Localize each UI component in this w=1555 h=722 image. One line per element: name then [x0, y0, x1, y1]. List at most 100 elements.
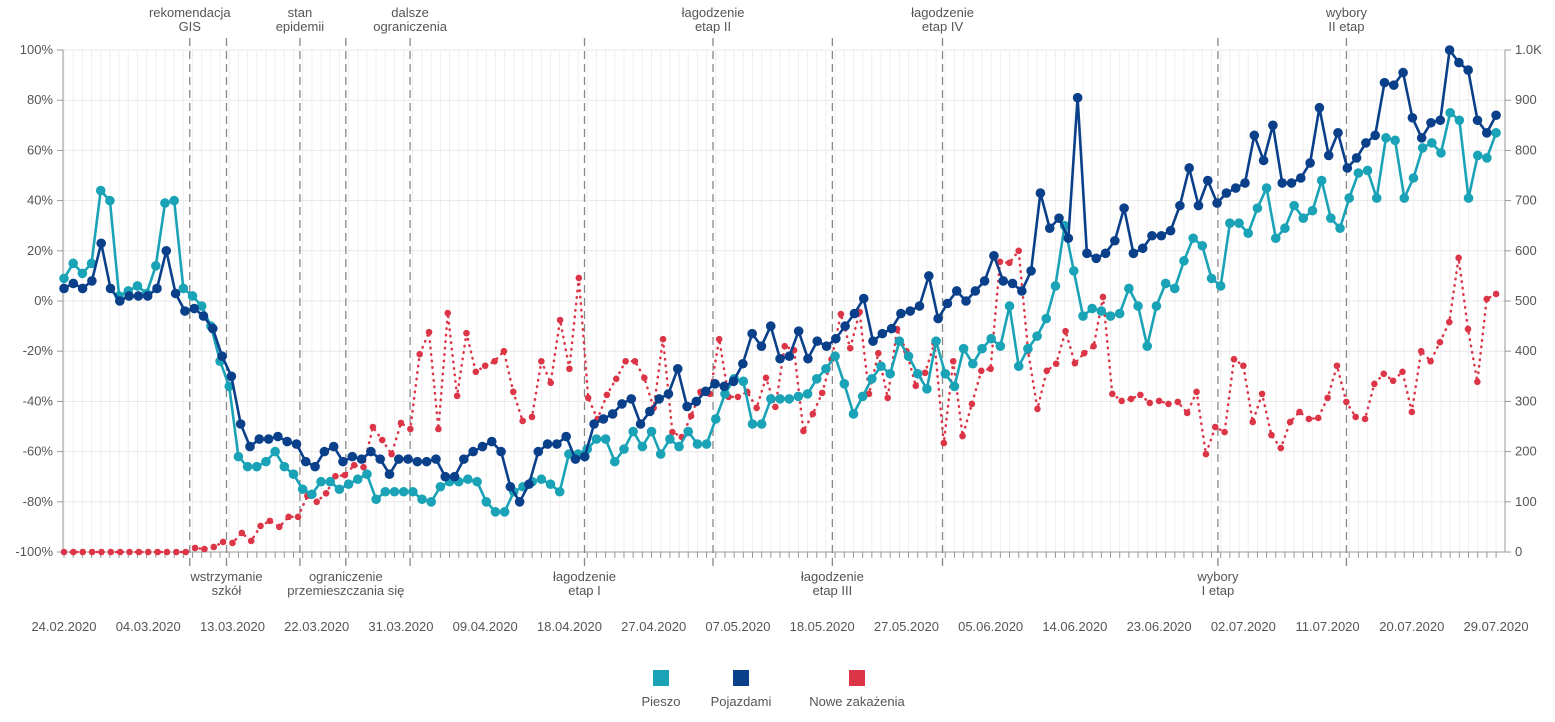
data-point[interactable] [477, 441, 488, 452]
data-point[interactable] [1202, 450, 1210, 458]
data-point[interactable] [1165, 225, 1176, 236]
data-point[interactable] [1380, 370, 1388, 378]
data-point[interactable] [1314, 102, 1325, 113]
data-point[interactable] [922, 384, 932, 394]
data-point[interactable] [114, 296, 125, 306]
data-point[interactable] [1114, 308, 1125, 319]
data-point[interactable] [968, 358, 978, 369]
data-point[interactable] [407, 425, 414, 433]
data-point[interactable] [1193, 200, 1204, 211]
data-point[interactable] [951, 286, 962, 296]
data-point[interactable] [1128, 248, 1139, 259]
data-point[interactable] [95, 185, 106, 196]
data-point[interactable] [1034, 405, 1041, 413]
data-point[interactable] [1119, 203, 1129, 213]
data-point[interactable] [496, 446, 506, 457]
data-point[interactable] [1399, 193, 1410, 203]
data-point[interactable] [152, 283, 162, 294]
data-point[interactable] [481, 497, 492, 507]
data-point[interactable] [1351, 153, 1362, 163]
data-point[interactable] [811, 374, 822, 384]
data-point[interactable] [840, 321, 850, 331]
data-point[interactable] [720, 389, 730, 399]
data-point[interactable] [1472, 150, 1483, 161]
data-point[interactable] [896, 308, 906, 319]
data-point[interactable] [646, 426, 657, 437]
data-point[interactable] [291, 439, 302, 449]
data-point[interactable] [1261, 183, 1272, 193]
data-point[interactable] [637, 441, 648, 452]
data-point[interactable] [940, 368, 951, 379]
data-point[interactable] [1133, 301, 1143, 311]
data-point[interactable] [989, 251, 999, 261]
data-point[interactable] [846, 344, 854, 352]
data-point[interactable] [1305, 415, 1313, 423]
data-point[interactable] [261, 456, 271, 467]
data-point[interactable] [654, 394, 664, 404]
data-point[interactable] [307, 489, 317, 500]
data-point[interactable] [1277, 444, 1285, 452]
data-point[interactable] [542, 439, 553, 449]
data-point[interactable] [672, 363, 683, 374]
data-point[interactable] [182, 548, 189, 556]
data-point[interactable] [905, 306, 916, 316]
data-point[interactable] [1169, 283, 1180, 294]
data-point[interactable] [1277, 178, 1287, 188]
data-point[interactable] [444, 309, 452, 317]
data-point[interactable] [481, 362, 489, 370]
data-point[interactable] [885, 368, 895, 379]
data-point[interactable] [254, 434, 265, 444]
data-point[interactable] [463, 329, 470, 337]
data-point[interactable] [1323, 150, 1334, 161]
data-point[interactable] [710, 414, 721, 424]
data-point[interactable] [886, 323, 897, 334]
data-point[interactable] [463, 474, 473, 485]
data-point[interactable] [1091, 253, 1102, 264]
data-point[interactable] [1362, 165, 1373, 176]
data-point[interactable] [877, 328, 888, 339]
data-point[interactable] [912, 382, 920, 390]
data-point[interactable] [912, 368, 923, 379]
data-point[interactable] [977, 343, 987, 354]
data-point[interactable] [1175, 200, 1185, 211]
data-point[interactable] [1289, 200, 1299, 211]
data-point[interactable] [821, 363, 831, 374]
data-point[interactable] [598, 414, 609, 424]
data-point[interactable] [570, 454, 581, 464]
data-point[interactable] [775, 353, 785, 364]
data-point[interactable] [70, 548, 77, 556]
data-point[interactable] [931, 336, 941, 346]
data-point[interactable] [612, 375, 620, 383]
data-point[interactable] [1371, 380, 1378, 388]
data-point[interactable] [1050, 281, 1061, 291]
data-point[interactable] [338, 456, 348, 467]
data-point[interactable] [1072, 92, 1083, 103]
data-point[interactable] [1464, 325, 1472, 333]
data-point[interactable] [116, 548, 124, 556]
data-point[interactable] [77, 268, 88, 279]
data-point[interactable] [784, 394, 795, 404]
data-point[interactable] [132, 281, 143, 291]
data-point[interactable] [275, 523, 283, 531]
data-point[interactable] [322, 489, 330, 497]
data-point[interactable] [556, 316, 564, 324]
data-point[interactable] [977, 367, 985, 375]
data-point[interactable] [692, 439, 703, 449]
data-point[interactable] [1156, 230, 1167, 241]
data-point[interactable] [417, 494, 427, 505]
data-point[interactable] [1197, 240, 1208, 251]
data-point[interactable] [459, 454, 469, 464]
data-point[interactable] [589, 419, 599, 429]
data-point[interactable] [1007, 278, 1018, 289]
data-point[interactable] [273, 431, 283, 442]
data-point[interactable] [514, 497, 525, 507]
data-point[interactable] [1389, 377, 1397, 385]
data-point[interactable] [1041, 313, 1052, 324]
data-point[interactable] [1110, 235, 1120, 246]
data-point[interactable] [641, 374, 648, 382]
data-point[interactable] [270, 446, 280, 457]
data-point[interactable] [375, 454, 385, 464]
data-point[interactable] [1078, 311, 1088, 321]
data-point[interactable] [1417, 347, 1425, 355]
data-point[interactable] [1492, 290, 1500, 298]
